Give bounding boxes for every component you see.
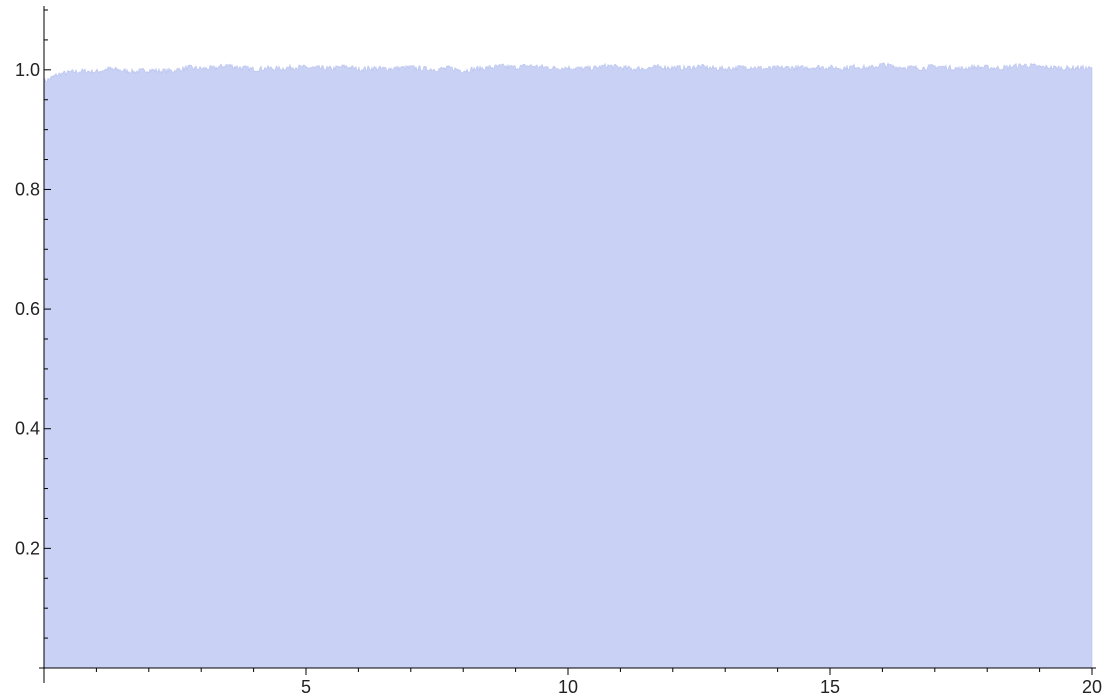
x-tick-label: 20: [1082, 677, 1102, 696]
x-axis: 5 10 15 20: [39, 667, 1102, 696]
y-tick-label: 0.6: [15, 299, 40, 319]
x-tick-label: 10: [558, 677, 578, 696]
y-tick-label: 0.2: [15, 538, 40, 558]
x-tick-label: 15: [820, 677, 840, 696]
y-tick-label: 0.8: [15, 179, 40, 199]
x-tick-label: 5: [301, 677, 311, 696]
y-tick-label: 0.4: [15, 419, 40, 439]
y-tick-label: 1.0: [15, 60, 40, 80]
series-area: [43, 62, 1093, 669]
y-axis: 0.2 0.4 0.6 0.8 1.0: [15, 6, 51, 683]
